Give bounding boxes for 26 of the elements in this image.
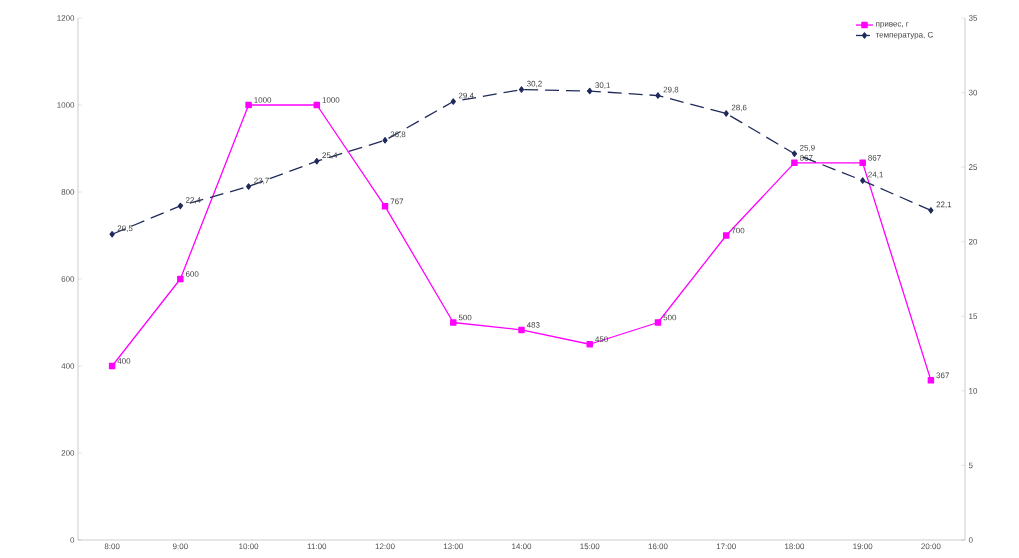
point (791, 150, 798, 157)
point (928, 207, 934, 214)
point (313, 101, 321, 109)
point (314, 157, 320, 165)
point (450, 319, 457, 326)
point (108, 362, 116, 370)
point (177, 202, 183, 210)
point (723, 110, 729, 117)
point (655, 92, 661, 99)
point (382, 137, 388, 144)
point (381, 203, 389, 210)
point (518, 86, 525, 93)
point (450, 98, 456, 105)
point (722, 232, 730, 239)
point (245, 101, 252, 109)
point (791, 159, 798, 167)
point (518, 326, 525, 334)
point (586, 341, 593, 348)
point (860, 177, 866, 184)
point (109, 231, 115, 238)
point (587, 87, 593, 95)
point (654, 319, 662, 326)
point (177, 275, 184, 283)
point (859, 159, 866, 167)
point (927, 377, 935, 384)
point (245, 183, 252, 190)
